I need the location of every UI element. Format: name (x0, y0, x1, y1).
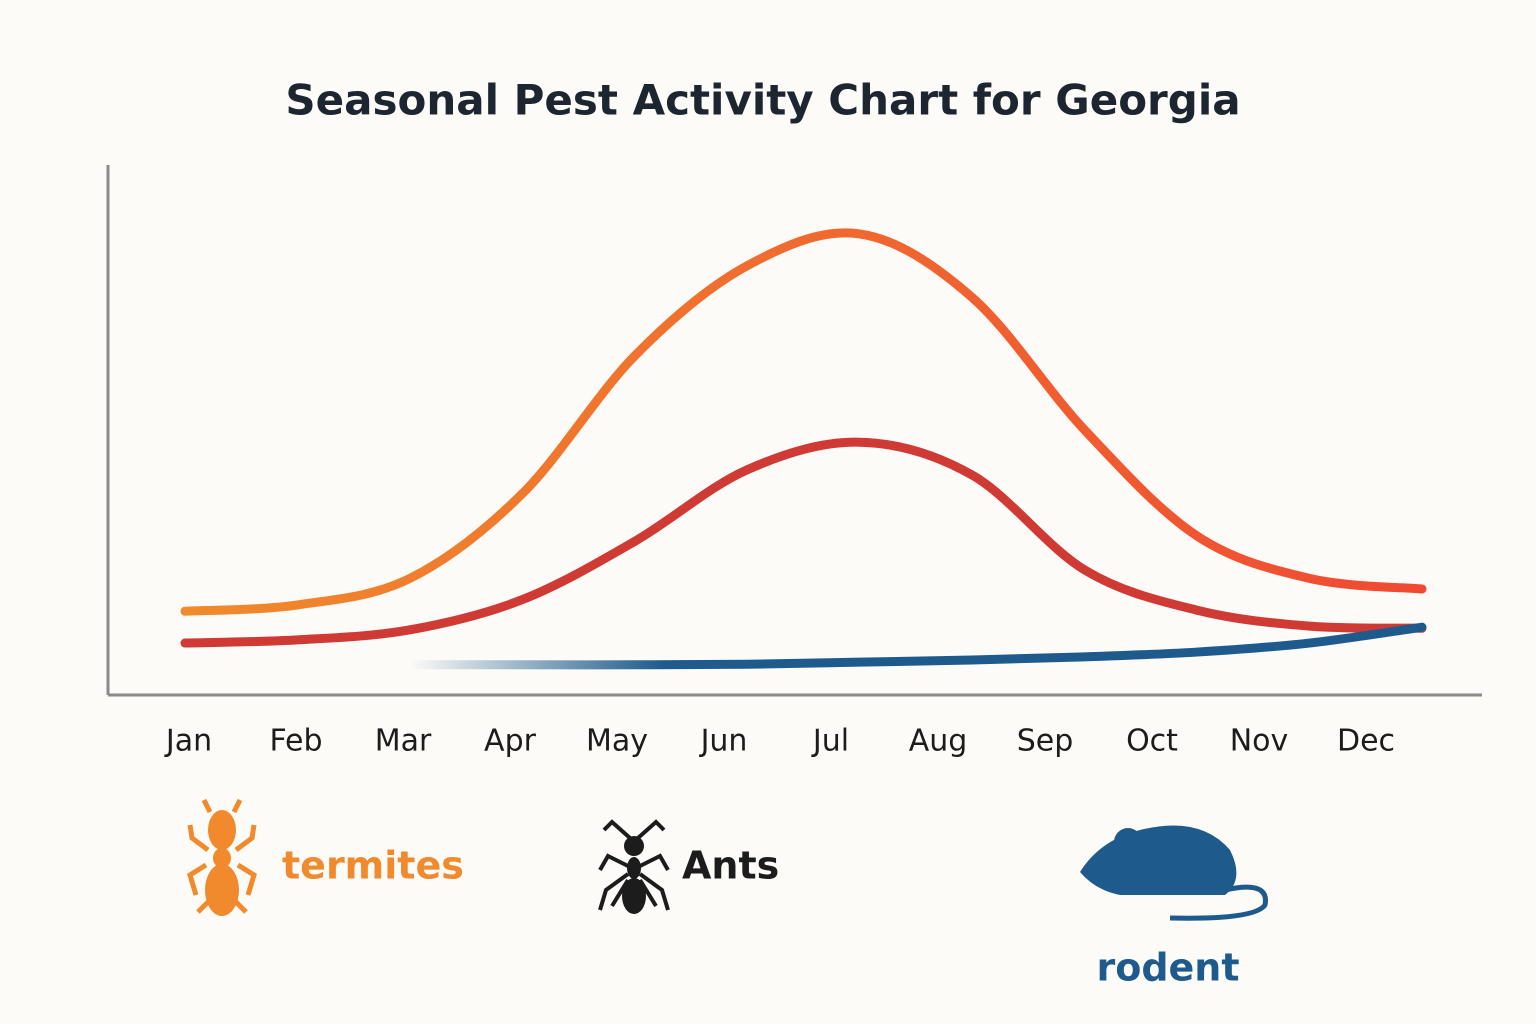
x-tick-label: Oct (1126, 724, 1178, 759)
termite-icon (187, 798, 257, 916)
legend-label: Ants (682, 844, 779, 888)
series-line (405, 622, 1427, 670)
legend-label: rodent (1096, 946, 1239, 990)
series-line (180, 228, 1427, 616)
chart-title: Seasonal Pest Activity Chart for Georgia (285, 76, 1240, 125)
ant-icon (598, 819, 670, 914)
x-tick-label: Jan (164, 724, 212, 759)
x-tick-label: Jun (699, 724, 748, 759)
x-tick-label: Dec (1337, 724, 1395, 759)
x-tick-label: Aug (909, 724, 968, 759)
legend-label: termites (282, 844, 464, 888)
x-tick-label: Mar (375, 724, 432, 759)
series-line (180, 437, 1427, 648)
x-tick-label: Apr (484, 724, 537, 759)
x-tick-label: Jul (811, 724, 849, 759)
x-tick-label: May (586, 724, 648, 759)
rodent-icon (1080, 825, 1268, 921)
x-tick-label: Nov (1230, 724, 1289, 759)
x-tick-label: Feb (269, 724, 322, 759)
x-tick-label: Sep (1017, 724, 1074, 759)
